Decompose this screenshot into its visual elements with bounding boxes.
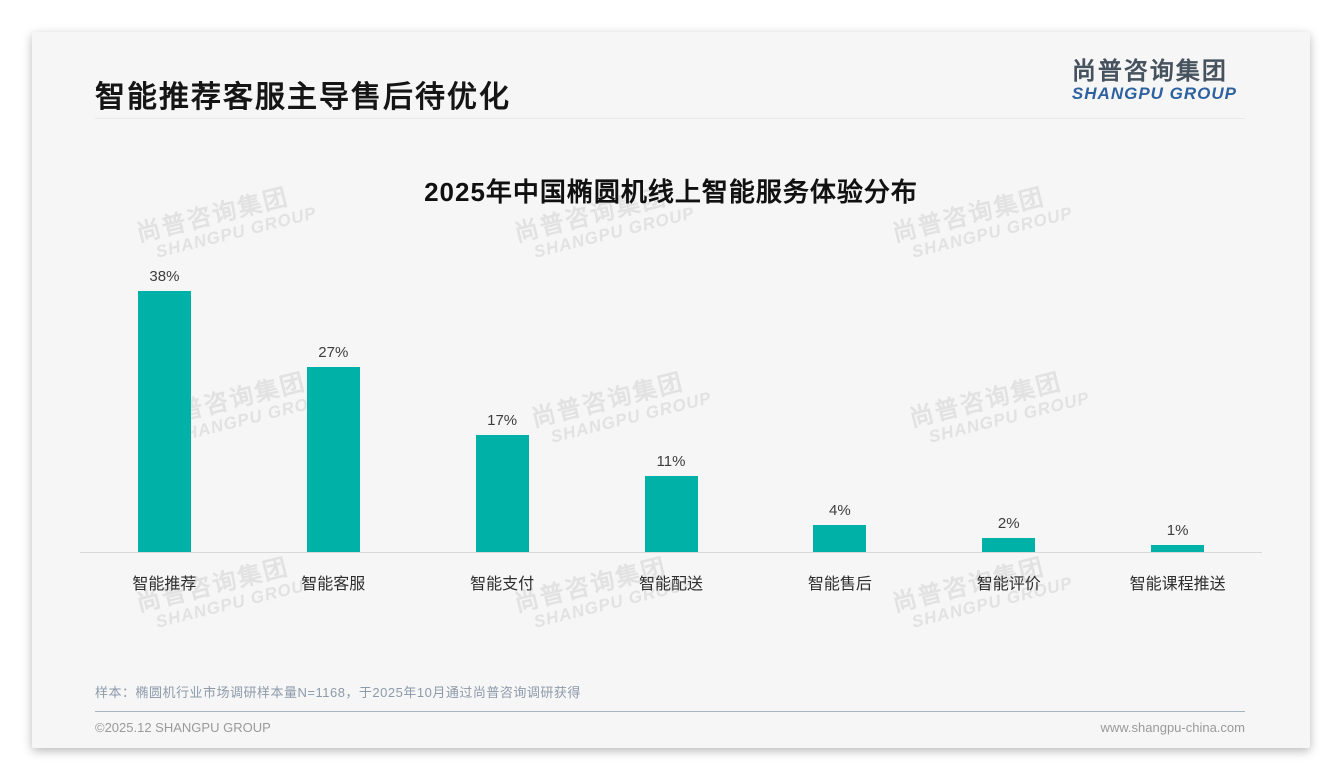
company-logo-en: SHANGPU GROUP bbox=[1071, 84, 1237, 104]
bar-column: 4% bbox=[755, 202, 924, 552]
bar bbox=[306, 367, 360, 552]
chart-title: 2025年中国椭圆机线上智能服务体验分布 bbox=[424, 177, 918, 207]
bar-column: 27% bbox=[249, 202, 418, 552]
bar-value-label: 4% bbox=[829, 502, 851, 519]
category-label: 智能支付 bbox=[470, 576, 535, 593]
category-label: 智能评价 bbox=[976, 576, 1041, 593]
footer-divider bbox=[95, 711, 1245, 712]
category-axis: 智能推荐 智能客服 智能支付 智能配送 智能售后 智能评价 智能课程推送 bbox=[80, 570, 1262, 594]
bar-column: 38% bbox=[80, 202, 249, 552]
company-logo-cn: 尚普咨询集团 bbox=[1071, 58, 1228, 85]
bar-value-label: 1% bbox=[1166, 522, 1189, 539]
bar bbox=[1151, 545, 1205, 552]
title-divider bbox=[95, 118, 1245, 119]
bar-plot: 38% 27% 17% 11% 4% 2% 1% bbox=[80, 202, 1262, 553]
category-label: 智能客服 bbox=[301, 576, 366, 593]
category-label: 智能售后 bbox=[807, 576, 872, 593]
bar-column: 1% bbox=[1093, 202, 1262, 552]
bar bbox=[644, 476, 698, 552]
bar bbox=[475, 435, 529, 552]
bar-value-label: 2% bbox=[997, 515, 1020, 532]
bar bbox=[137, 291, 191, 552]
page-title: 智能推荐客服主导售后待优化 bbox=[95, 81, 511, 114]
bar bbox=[813, 525, 867, 552]
bar-value-label: 27% bbox=[318, 344, 349, 361]
bar-value-label: 17% bbox=[487, 412, 518, 429]
bar-value-label: 38% bbox=[149, 268, 180, 285]
category-label: 智能配送 bbox=[639, 576, 704, 593]
bar-column: 17% bbox=[418, 202, 587, 552]
bar-column: 11% bbox=[587, 202, 756, 552]
category-label: 智能推荐 bbox=[132, 576, 197, 593]
bar bbox=[982, 538, 1036, 552]
bar-value-label: 11% bbox=[656, 453, 686, 470]
sample-footnote: 样本：椭圆机行业市场调研样本量N=1168，于2025年10月通过尚普咨询调研获… bbox=[95, 685, 581, 700]
category-label: 智能课程推送 bbox=[1129, 576, 1226, 593]
bar-column: 2% bbox=[924, 202, 1093, 552]
slide-card: 尚普咨询集团 SHANGPU GROUP 尚普咨询集团 SHANGPU GROUP 尚普… bbox=[32, 32, 1310, 748]
copyright-text: ©2025.12 SHANGPU GROUP bbox=[95, 720, 271, 735]
company-logo: 尚普咨询集团 SHANGPU GROUP bbox=[1071, 58, 1237, 104]
website-url: www.shangpu-china.com bbox=[1100, 720, 1245, 735]
